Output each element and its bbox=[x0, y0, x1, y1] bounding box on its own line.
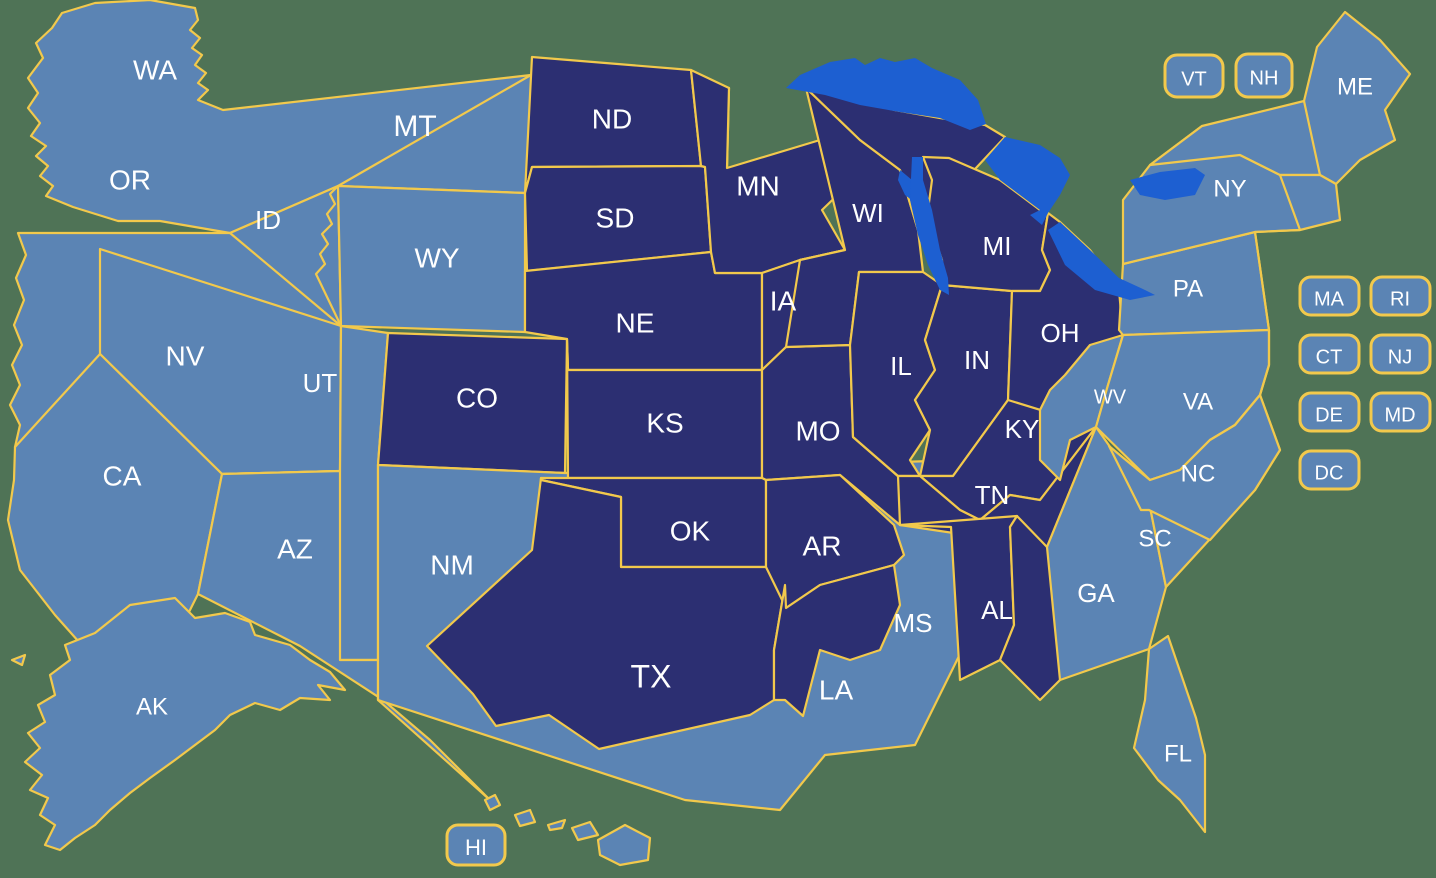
svg-text:MT: MT bbox=[393, 110, 436, 143]
svg-text:NJ: NJ bbox=[1388, 346, 1412, 368]
svg-text:RI: RI bbox=[1390, 288, 1410, 310]
svg-text:CT: CT bbox=[1316, 346, 1343, 368]
svg-text:LA: LA bbox=[819, 674, 854, 705]
svg-text:IA: IA bbox=[770, 285, 797, 316]
svg-text:PA: PA bbox=[1173, 275, 1203, 302]
svg-text:MD: MD bbox=[1384, 404, 1415, 426]
svg-text:IL: IL bbox=[890, 351, 912, 381]
svg-text:ME: ME bbox=[1337, 73, 1373, 100]
svg-text:WV: WV bbox=[1094, 386, 1127, 408]
svg-text:HI: HI bbox=[465, 835, 487, 860]
svg-text:DE: DE bbox=[1315, 404, 1343, 426]
svg-text:OK: OK bbox=[670, 515, 711, 546]
svg-text:KS: KS bbox=[646, 407, 683, 438]
svg-text:WY: WY bbox=[414, 242, 459, 273]
svg-text:FL: FL bbox=[1164, 740, 1192, 767]
svg-text:ND: ND bbox=[592, 103, 632, 134]
svg-text:SC: SC bbox=[1138, 525, 1171, 552]
svg-text:OH: OH bbox=[1041, 318, 1080, 348]
svg-text:VT: VT bbox=[1181, 68, 1207, 90]
svg-text:MI: MI bbox=[983, 231, 1012, 261]
svg-text:ID: ID bbox=[255, 205, 281, 235]
svg-text:NV: NV bbox=[166, 340, 205, 371]
svg-text:CA: CA bbox=[103, 460, 142, 491]
svg-text:NC: NC bbox=[1181, 460, 1216, 487]
svg-text:WA: WA bbox=[133, 54, 177, 85]
svg-text:KY: KY bbox=[1005, 414, 1040, 444]
svg-text:WI: WI bbox=[852, 198, 884, 228]
svg-text:SD: SD bbox=[596, 202, 635, 233]
svg-text:MS: MS bbox=[894, 608, 933, 638]
svg-text:UT: UT bbox=[303, 368, 338, 398]
svg-text:NE: NE bbox=[616, 307, 655, 338]
svg-text:AZ: AZ bbox=[277, 533, 313, 564]
svg-text:CO: CO bbox=[456, 382, 498, 413]
svg-text:NH: NH bbox=[1250, 67, 1279, 89]
svg-text:AK: AK bbox=[136, 693, 168, 720]
svg-text:NM: NM bbox=[430, 549, 474, 580]
svg-text:AL: AL bbox=[981, 595, 1013, 625]
svg-text:MN: MN bbox=[736, 170, 780, 201]
svg-text:OR: OR bbox=[109, 164, 151, 195]
svg-text:VA: VA bbox=[1183, 388, 1213, 415]
svg-text:TN: TN bbox=[975, 480, 1010, 510]
svg-text:MA: MA bbox=[1314, 288, 1345, 310]
svg-text:TX: TX bbox=[631, 658, 672, 694]
svg-text:AR: AR bbox=[803, 530, 842, 561]
svg-text:MO: MO bbox=[795, 415, 840, 446]
svg-text:GA: GA bbox=[1077, 578, 1115, 608]
svg-text:IN: IN bbox=[964, 345, 990, 375]
svg-text:NY: NY bbox=[1213, 175, 1246, 202]
svg-text:DC: DC bbox=[1315, 462, 1344, 484]
